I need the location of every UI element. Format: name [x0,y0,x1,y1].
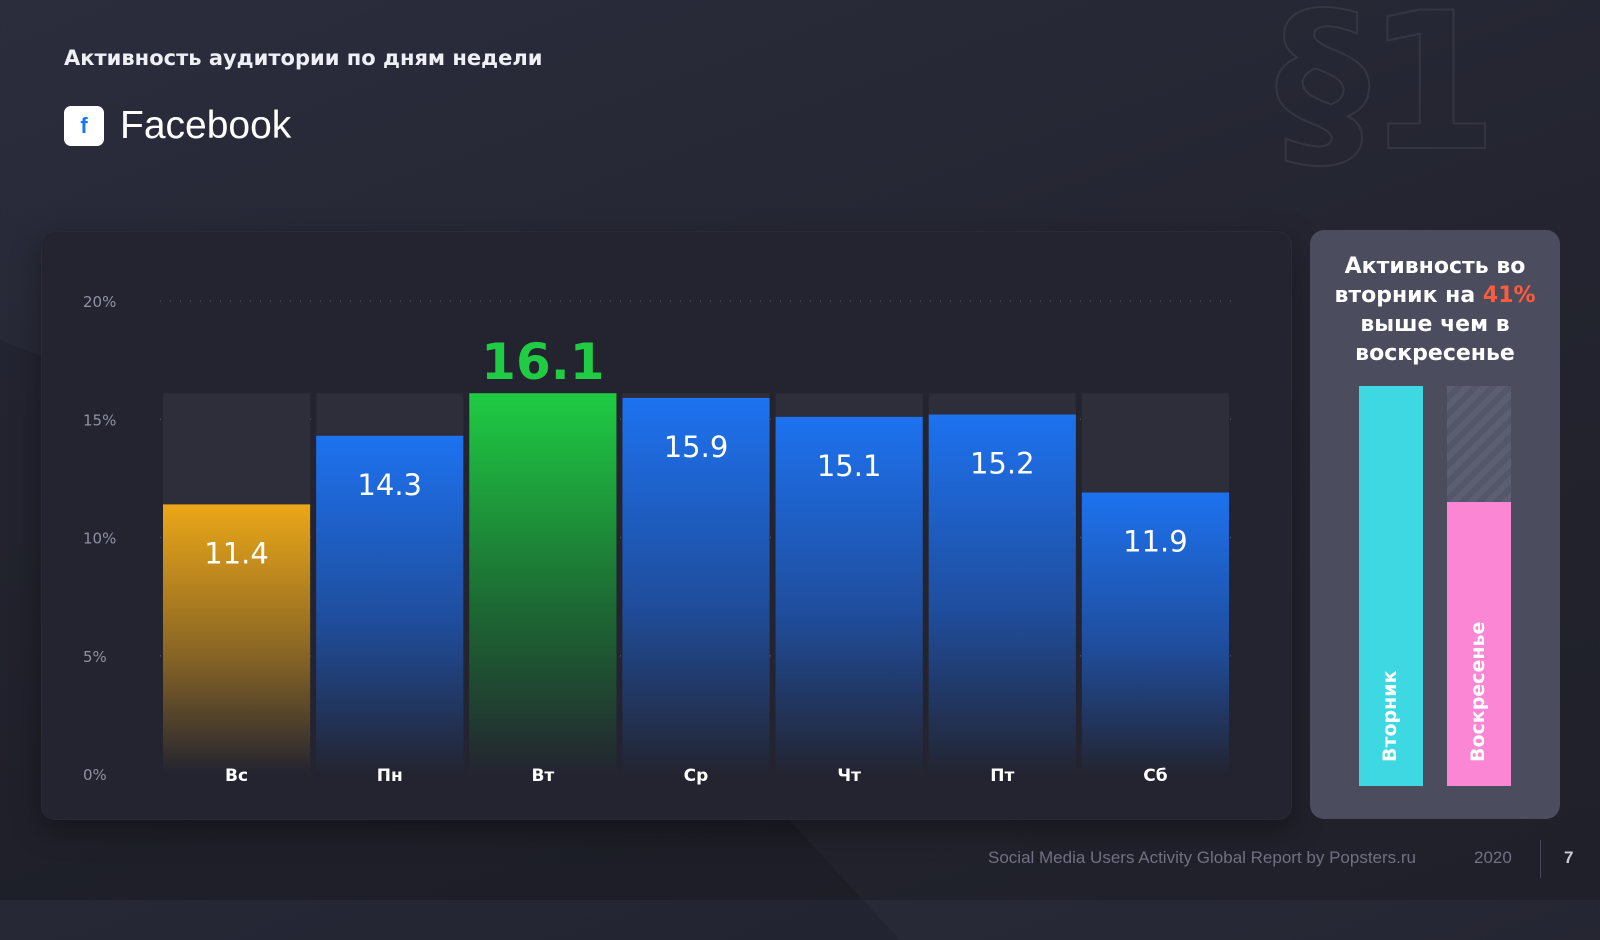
bar-Ср [622,397,770,774]
chart-card: 0% 5% 10% 15% 20% 11.4 Вс 14.3 Пн 16.1 Вт 15.9 Ср 15.… [41,231,1292,820]
comparison-highlight: 41% [1482,283,1536,308]
y-tick-label: 10% [83,530,116,548]
facebook-icon: f [64,106,104,146]
page-number: 7 [1564,848,1574,867]
data-label: 11.4 [204,536,269,570]
comparison-text-part2: выше чем в воскресенье [1355,312,1515,366]
comparison-text: Активность во вторник на 41% выше чем в … [1320,252,1550,368]
comparison-text-part1: Активность во вторник на [1334,254,1526,308]
x-tick-label: Вс [225,766,248,786]
x-tick-label: Ср [684,766,709,786]
y-tick-label: 15% [83,411,116,429]
page-subtitle: Активность аудитории по дням недели [64,46,543,70]
section-watermark: §1 [1274,0,1499,194]
bar-Вт [469,393,617,774]
y-tick-label: 0% [83,766,107,784]
data-label: 15.9 [664,430,729,464]
bar-Пн [316,435,464,774]
footer-report-title: Social Media Users Activity Global Repor… [988,848,1417,867]
x-tick-label: Сб [1143,766,1167,786]
footer-year: 2020 [1474,848,1512,867]
data-label: 15.2 [970,447,1035,481]
x-tick-label: Вт [531,766,554,786]
tuesday-bar-label: Вторник [1379,670,1401,762]
x-tick-label: Пт [990,766,1014,786]
data-label: 14.3 [357,468,422,502]
data-label: 16.1 [481,333,604,391]
bar-Вс [163,504,311,774]
y-tick-label: 20% [83,293,116,311]
x-tick-label: Чт [837,766,861,786]
data-label: 11.9 [1123,525,1188,559]
sunday-bar: Воскресенье [1447,502,1511,786]
comparison-panel: Активность во вторник на 41% выше чем в … [1310,230,1560,819]
bar-Пт [928,414,1076,774]
footer-divider [1540,840,1541,878]
sunday-bar-label: Воскресенье [1467,621,1489,762]
bar-chart: 0% 5% 10% 15% 20% 11.4 Вс 14.3 Пн 16.1 Вт 15.9 Ср 15.… [83,293,1232,786]
x-tick-label: Пн [377,766,403,786]
tuesday-bar: Вторник [1359,386,1423,786]
bar-Сб [1081,492,1229,774]
data-label: 15.1 [817,449,882,483]
y-tick-label: 5% [83,648,107,666]
brand-header: f Facebook [64,104,291,148]
bar-Чт [775,416,923,774]
page-title: Facebook [120,104,292,147]
